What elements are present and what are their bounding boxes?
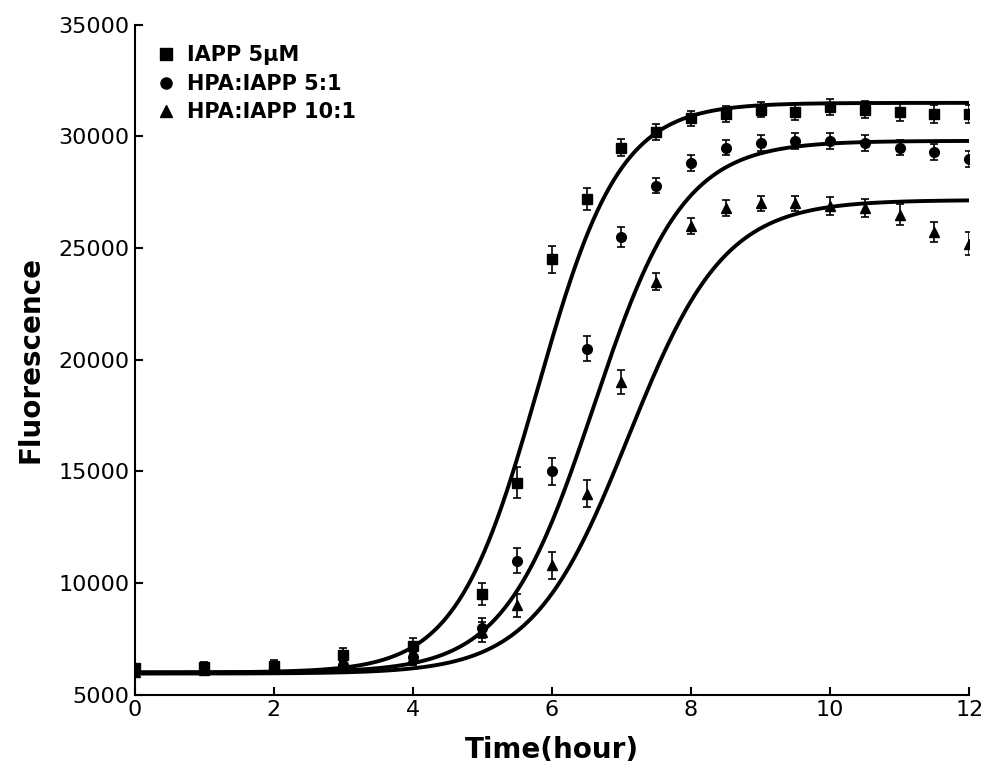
Y-axis label: Fluorescence: Fluorescence [17,256,45,463]
X-axis label: Time(hour): Time(hour) [465,736,639,765]
Legend: IAPP 5μM, HPA:IAPP 5:1, HPA:IAPP 10:1: IAPP 5μM, HPA:IAPP 5:1, HPA:IAPP 10:1 [145,35,366,133]
